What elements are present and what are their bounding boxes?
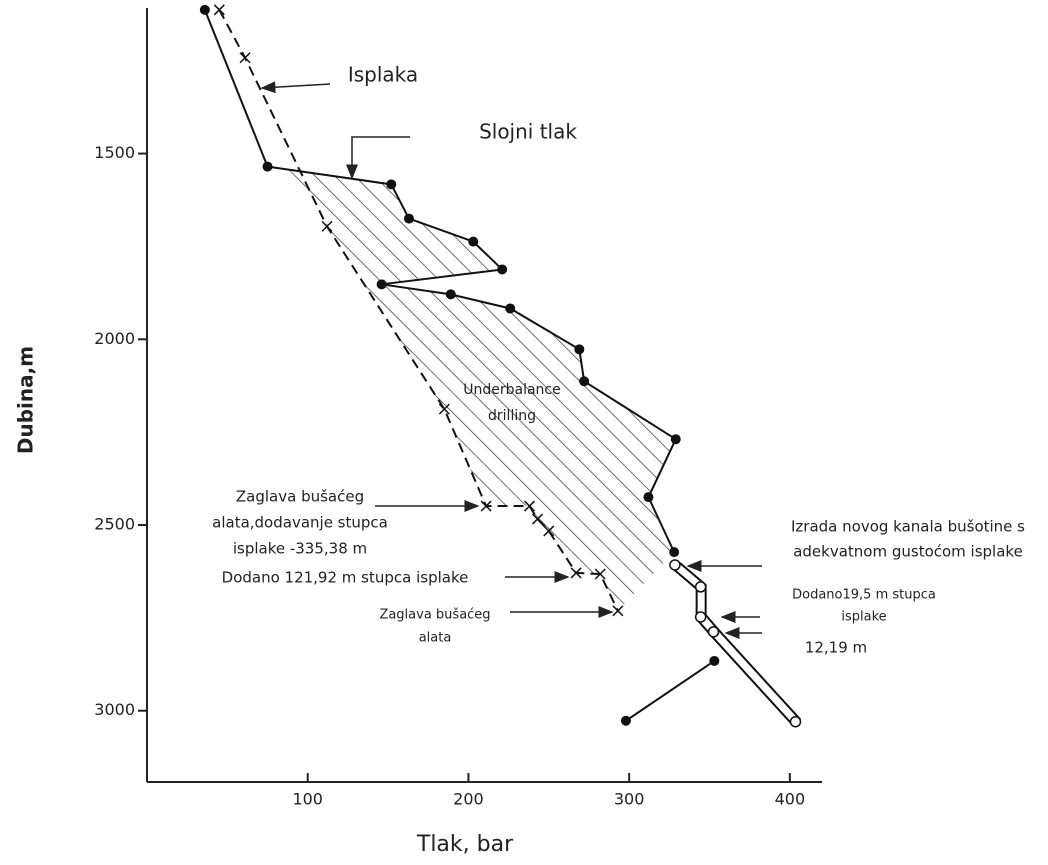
point <box>445 289 456 300</box>
x-tick-label: 400 <box>775 790 806 809</box>
annotation: isplake <box>841 610 886 625</box>
point <box>789 715 802 728</box>
annotation-arrow <box>346 136 410 180</box>
point <box>594 568 606 580</box>
point <box>643 492 654 503</box>
hatched-area <box>267 166 676 611</box>
point <box>574 344 585 355</box>
point <box>321 220 333 232</box>
y-tick-label: 2500 <box>94 515 135 534</box>
point <box>523 500 536 512</box>
point <box>376 279 387 290</box>
point <box>438 403 450 415</box>
annotation: 12,19 m <box>805 639 867 657</box>
point <box>612 605 624 617</box>
annotation: Izrada novog kanala bušotine s <box>791 518 1025 536</box>
annotation: Underbalance <box>463 382 561 398</box>
annotation: Zaglava bušaćeg <box>379 608 490 623</box>
x-tick-label: 200 <box>453 790 484 809</box>
series-line <box>625 660 715 722</box>
y-tick-label: 3000 <box>94 700 135 719</box>
point <box>239 52 251 64</box>
annotation-arrow <box>260 81 331 94</box>
point <box>497 264 508 275</box>
point <box>620 715 631 726</box>
point <box>199 4 210 15</box>
point <box>480 500 492 512</box>
y-tick-label: 2000 <box>94 329 135 348</box>
point <box>669 559 681 571</box>
x-tick-label: 300 <box>614 790 645 809</box>
point <box>707 626 720 638</box>
point <box>579 376 590 387</box>
annotation: Dodano 121,92 m stupca isplake <box>222 569 469 587</box>
point <box>694 611 707 623</box>
annotation: adekvatnom gustoćom isplake <box>793 543 1023 561</box>
annotation: drilling <box>488 408 536 424</box>
series-line <box>218 9 619 612</box>
point <box>694 581 707 593</box>
annotation: Isplaka <box>348 63 418 87</box>
point <box>669 547 680 558</box>
annotation: Zaglava bušaćeg <box>236 488 364 506</box>
annotation: alata,dodavanje stupca <box>212 514 388 532</box>
point <box>403 213 414 224</box>
x-tick-label: 100 <box>292 790 323 809</box>
point <box>570 567 582 579</box>
annotation: alata <box>419 631 452 646</box>
series-line <box>670 566 793 725</box>
point <box>543 525 555 537</box>
point <box>468 236 479 247</box>
point <box>670 434 681 445</box>
y-axis-label: Dubina,m <box>14 346 38 454</box>
point <box>262 161 273 172</box>
x-axis-label: Tlak, bar <box>416 832 514 857</box>
annotation: Dodano19,5 m stupca <box>792 588 936 603</box>
point <box>709 655 720 666</box>
annotation: Slojni tlak <box>479 120 577 144</box>
point <box>505 303 516 314</box>
annotation: isplake -335,38 m <box>233 540 367 558</box>
point <box>213 4 225 16</box>
series-line <box>203 9 678 553</box>
point <box>386 179 397 190</box>
point <box>532 513 544 525</box>
y-tick-label: 1500 <box>94 143 135 162</box>
